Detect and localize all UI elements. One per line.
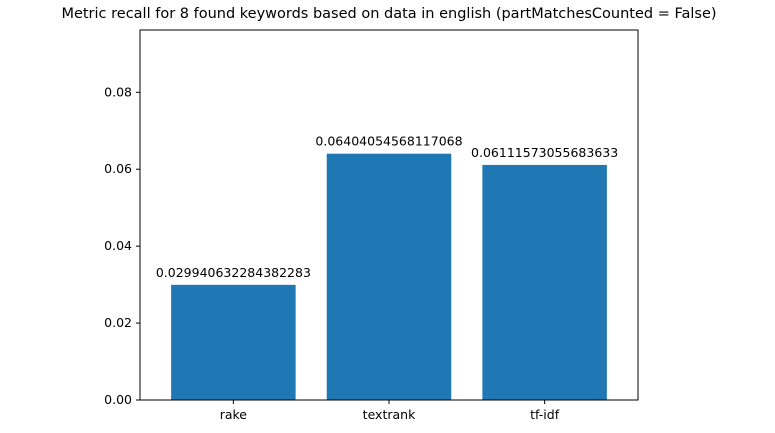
bar-textrank <box>326 153 452 400</box>
data-label-tf-idf: 0.06111573055683633 <box>471 145 618 160</box>
bar-rake <box>171 284 296 400</box>
x-tick-label-textrank: textrank <box>363 407 416 422</box>
bar-tf-idf <box>482 164 607 400</box>
y-tick-label: 0.04 <box>104 238 132 253</box>
plot-area: 0.029940632284382283 0.06404054568117068 0… <box>104 29 639 422</box>
data-label-rake: 0.029940632284382283 <box>156 265 311 280</box>
y-tick-label: 0.06 <box>104 161 132 176</box>
y-tick-label: 0.08 <box>104 84 132 99</box>
data-label-textrank: 0.06404054568117068 <box>315 134 462 149</box>
y-tick-label: 0.02 <box>104 315 132 330</box>
x-tick-label-rake: rake <box>220 407 248 422</box>
y-tick-label: 0.00 <box>104 392 132 407</box>
chart-title: Metric recall for 8 found keywords based… <box>61 6 716 22</box>
x-tick-label-tf-idf: tf-idf <box>530 407 560 422</box>
